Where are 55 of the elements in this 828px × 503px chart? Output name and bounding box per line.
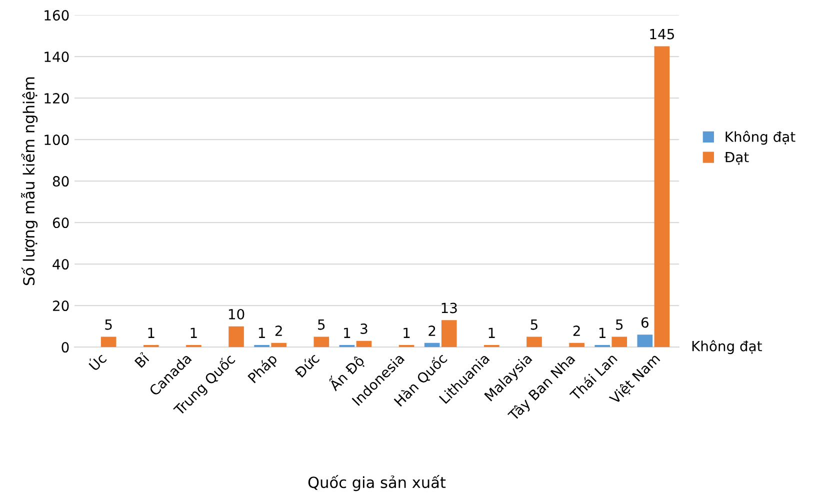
x-tick-label: Đức — [293, 352, 320, 379]
y-tick-label: 80 — [52, 176, 69, 187]
bar — [424, 342, 440, 348]
y-tick-label: 100 — [44, 134, 69, 146]
data-label: 2 — [573, 326, 580, 336]
bar — [339, 344, 355, 348]
data-label: 1 — [148, 328, 154, 338]
bar — [484, 344, 500, 348]
bar — [228, 326, 244, 348]
bar — [526, 336, 542, 348]
x-tick-label: Úc — [86, 350, 108, 372]
bar — [612, 336, 628, 348]
y-tick-label: 140 — [44, 52, 69, 62]
data-label: 6 — [641, 317, 648, 328]
y-tick-label: 120 — [44, 93, 69, 104]
data-label: 3 — [360, 323, 368, 334]
bar — [594, 344, 610, 348]
bar — [100, 336, 116, 348]
legend-label: Không đạt — [726, 130, 796, 145]
data-label: 1 — [404, 328, 410, 338]
bar — [398, 344, 414, 348]
y-tick-label: 40 — [52, 259, 69, 270]
data-label: 13 — [442, 302, 457, 314]
data-label: 5 — [105, 320, 112, 330]
y-tick-label: 20 — [53, 300, 69, 312]
text: Không đạt — [692, 340, 762, 354]
bar — [356, 340, 372, 348]
data-label: 2 — [275, 326, 282, 336]
bar — [637, 334, 653, 348]
bar — [254, 344, 270, 348]
data-label: 5 — [616, 320, 623, 330]
y-tick-label: 0 — [62, 342, 69, 353]
y-tick-label: 60 — [52, 218, 69, 228]
bar — [314, 336, 330, 348]
data-label: 1 — [599, 328, 606, 338]
bar — [441, 320, 457, 348]
y-tick-label: 160 — [44, 10, 69, 21]
data-label: 1 — [344, 328, 350, 338]
y-axis-title: Số lượng mẫu kiểm nghiệm — [20, 77, 38, 286]
legend-label: Đạt — [724, 152, 749, 165]
x-tick-label: Bỉ — [134, 352, 150, 368]
data-label: 145 — [650, 29, 674, 40]
data-label: 1 — [488, 328, 495, 338]
data-label: 1 — [190, 328, 197, 338]
bar — [569, 342, 584, 348]
bar — [143, 344, 159, 348]
bar — [654, 46, 670, 348]
data-label: 5 — [530, 320, 538, 330]
bar — [186, 344, 202, 348]
data-label: 10 — [228, 308, 244, 320]
data-label: 2 — [428, 326, 436, 336]
bar — [271, 342, 286, 348]
data-label: 5 — [318, 320, 325, 330]
data-label: 1 — [258, 328, 265, 338]
x-axis-title: Quốc gia sản xuất — [308, 475, 446, 492]
